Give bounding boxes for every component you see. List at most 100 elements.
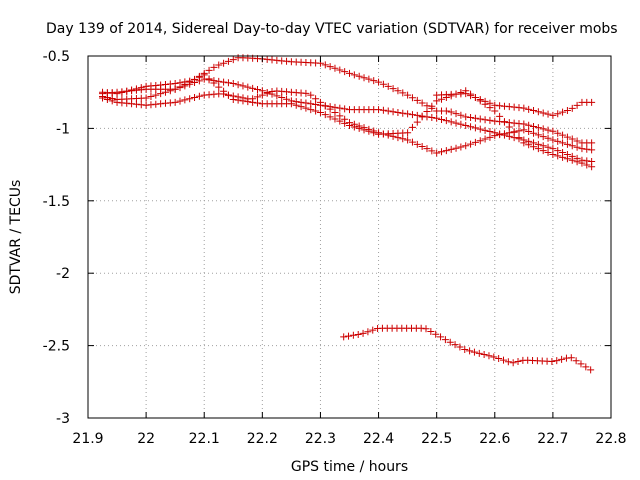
data-point: [427, 327, 435, 335]
data-point: [292, 101, 300, 109]
data-point: [336, 104, 344, 112]
data-point: [369, 326, 377, 334]
data-point: [481, 126, 489, 134]
data-point: [520, 126, 528, 134]
data-point: [549, 150, 557, 158]
data-point: [457, 111, 465, 119]
data-point: [195, 92, 203, 100]
data-point: [103, 94, 111, 102]
data-point: [471, 124, 479, 132]
data-point: [161, 88, 169, 96]
data-point: [573, 101, 581, 109]
data-point: [462, 142, 470, 150]
data-point: [548, 357, 556, 365]
y-tick-label: -2.5: [43, 339, 70, 355]
data-point: [530, 107, 538, 115]
data-point: [195, 73, 203, 81]
data-point: [302, 89, 310, 97]
data-point: [365, 75, 373, 83]
data-point: [224, 57, 232, 65]
data-point: [433, 114, 441, 122]
data-point: [418, 143, 426, 150]
data-point: [462, 113, 470, 121]
data-point: [559, 108, 567, 116]
data-point: [321, 61, 329, 69]
data-point: [486, 99, 494, 107]
data-point: [525, 128, 533, 136]
data-point: [326, 113, 334, 121]
data-point: [191, 94, 199, 102]
x-tick-label: 22.3: [305, 431, 336, 447]
data-point: [359, 329, 367, 337]
y-tick-label: -1.5: [43, 194, 70, 210]
data-point: [210, 79, 218, 87]
x-tick-label: 22.6: [479, 431, 510, 447]
data-point: [336, 66, 344, 74]
data-point: [451, 341, 459, 349]
data-point: [99, 93, 107, 101]
data-point: [520, 139, 528, 147]
data-point: [312, 95, 320, 103]
data-point: [466, 347, 474, 355]
data-point: [515, 134, 523, 142]
data-point: [539, 133, 547, 141]
data-point: [423, 108, 431, 116]
x-tick-label: 21.9: [72, 431, 103, 447]
data-point: [389, 108, 397, 116]
data-point: [491, 132, 499, 140]
data-point: [534, 145, 542, 153]
data-point: [224, 91, 232, 99]
data-point: [461, 345, 469, 353]
data-point: [365, 127, 373, 135]
data-point: [476, 115, 484, 123]
data-point: [476, 95, 484, 103]
data-point: [171, 85, 179, 93]
chart-title: Day 139 of 2014, Sidereal Day-to-day VTE…: [46, 21, 618, 37]
data-point: [577, 360, 585, 368]
data-point: [316, 98, 324, 106]
data-point: [588, 146, 596, 154]
data-point: [530, 122, 538, 130]
data-point: [471, 114, 479, 122]
data-point: [417, 324, 425, 332]
x-tick-label: 22.7: [537, 431, 568, 447]
data-point: [423, 145, 431, 153]
data-point: [413, 140, 421, 148]
data-point: [499, 356, 507, 364]
data-point: [157, 90, 165, 98]
data-point: [549, 111, 557, 119]
data-point: [470, 348, 478, 356]
y-axis-label: SDTVAR / TECUs: [8, 180, 24, 295]
data-point: [210, 63, 218, 71]
data-point: [438, 148, 446, 156]
series-layer: [99, 54, 596, 374]
x-axis-label: GPS time / hours: [291, 459, 408, 475]
data-point: [181, 80, 189, 88]
data-point: [341, 68, 349, 76]
data-point: [525, 105, 533, 113]
data-point: [321, 111, 329, 119]
data-point: [467, 92, 475, 100]
data-point: [350, 123, 358, 131]
data-point: [510, 128, 518, 136]
data-point: [554, 152, 562, 160]
data-point: [457, 120, 465, 128]
data-point: [578, 159, 586, 167]
x-tick-label: 22.2: [247, 431, 278, 447]
data-point: [108, 94, 116, 102]
data-point: [467, 140, 475, 148]
data-point: [297, 103, 305, 111]
data-point: [481, 135, 489, 143]
data-point: [418, 99, 426, 107]
data-point: [278, 94, 286, 102]
data-point: [442, 117, 450, 125]
data-point: [476, 137, 484, 145]
data-point: [408, 111, 416, 119]
data-point: [441, 336, 449, 344]
data-point: [481, 116, 489, 124]
data-point: [457, 143, 465, 151]
data-point: [573, 137, 581, 145]
data-point: [568, 142, 576, 150]
data-point: [200, 71, 208, 79]
data-point: [582, 363, 590, 371]
